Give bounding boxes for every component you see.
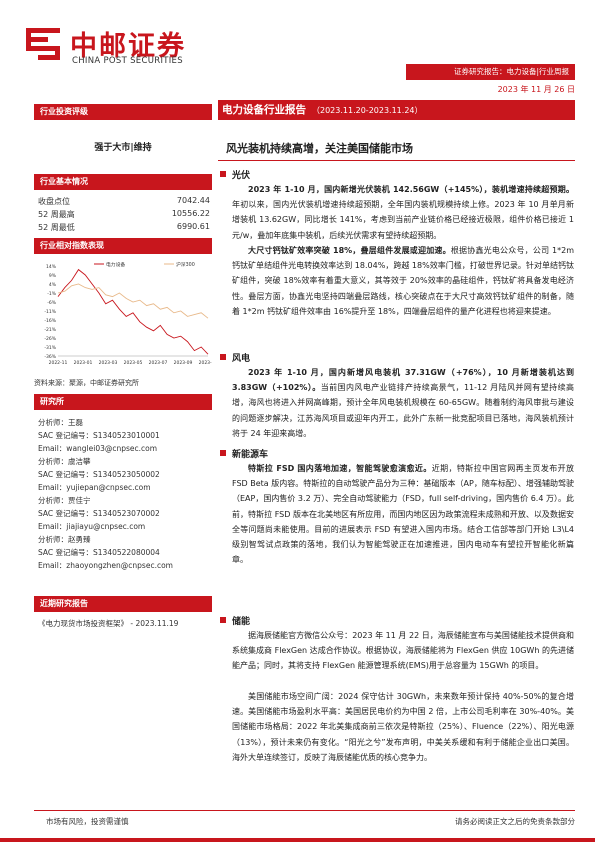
perf-section-title: 行业相对指数表现 [34,238,212,254]
basic-section-title: 行业基本情况 [34,174,212,190]
y-tick-label: 4% [49,282,57,288]
report-title-bar: 电力设备行业报告 （2023.11.20-2023.11.24） [218,100,575,120]
brand-name-en: CHINA POST SECURITIES [72,56,183,66]
y-tick-label: -6% [47,300,56,306]
paragraph-wind-1: 2023 年 1-10 月，国内新增风电装机 37.31GW（+76%），10 … [232,365,574,441]
basic-row-low: 52 周最低 6990.61 [38,222,210,233]
x-tick-label: 2023-07 [149,360,168,366]
paragraph-lead: 2023 年 1-10 月，国内新增风电装机 37.31GW（+76%），10 … [232,368,574,393]
paragraph-lead: 大尺寸钙钛矿效率突破 18%，叠层组件发展或迎加速。 [248,246,451,255]
footer-divider [34,810,575,811]
basic-label: 52 周最高 [38,210,75,219]
report-title: 电力设备行业报告 [222,104,306,116]
basic-label: 52 周最低 [38,223,75,232]
industry-rating: 强于大市|维持 [94,143,152,153]
basic-row-high: 52 周最高 10556.22 [38,209,210,220]
paragraph-storage-1: 据海辰储能官方微信公众号：2023 年 11 月 22 日，海辰储能宣布与美国储… [232,628,574,674]
y-tick-label: -36% [44,354,56,360]
legend-label: 电力设备 [106,261,125,268]
analyst-email[interactable]: Email：wanglei03@cnpsec.com [38,444,158,453]
analyst-line: SAC 登记编号：S1340523070002 [38,509,160,518]
paragraph-nev-1: 特斯拉 FSD 国内落地加速，智能驾驶愈演愈近。近期，特斯拉中国官网再主页发布开… [232,461,574,567]
x-tick-label: 2023-09 [174,360,193,366]
paragraph-body: 近期，特斯拉中国官网再主页发布开放 FSD Beta 版内容。特斯拉的自动驾驶产… [232,464,574,565]
paragraph-body: 年初以来，国内光伏装机增速持续超预期，全年国内装机规模持续上修。2023 年 1… [232,200,574,240]
brand-name-cn: 中邮证券 [70,31,186,62]
paragraph-pv-1: 2023 年 1-10 月，国内新增光伏装机 142.56GW（+145%），装… [232,182,574,243]
paragraph-body: 当前国内风电产业链排产持续高景气，11-12 月陆风并网有望持续高增，海风也将进… [232,383,574,438]
analyst-line: 分析师：虞洁攀 [38,457,91,466]
analyst-line: 分析师：赵勇臻 [38,535,91,544]
y-tick-label: -16% [44,318,56,324]
x-tick-label: 2023-11 [199,360,212,366]
paragraph-lead: 2023 年 1-10 月，国内新增光伏装机 142.56GW（+145%），装… [248,185,574,194]
y-tick-label: -26% [44,336,56,342]
section-title-storage: 储能 [220,614,250,627]
paragraph-body: 美国储能市场空间广阔：2024 保守估计 30GWh，未来数年预计保持 40%-… [232,692,574,762]
analyst-line: SAC 登记编号：S1340523050002 [38,470,160,479]
y-tick-label: -21% [44,327,56,333]
section-title-nev: 新能源车 [220,447,268,460]
paragraph-lead: 特斯拉 FSD 国内落地加速，智能驾驶愈演愈近。 [248,464,432,473]
y-tick-label: -1% [47,291,56,297]
basic-row-close: 收盘点位 7042.44 [38,196,210,207]
risk-warning: 市场有风险，投资需谨慎 [46,817,129,826]
analyst-line: 分析师：贾佳宁 [38,496,91,505]
paragraph-storage-2: 美国储能市场空间广阔：2024 保守估计 30GWh，未来数年预计保持 40%-… [232,689,574,765]
analyst-email[interactable]: Email：jiajiayu@cnpsec.com [38,522,146,531]
paragraph-body: 根据协鑫光电公众号，公司 1*2m 钙钛矿单结组件光电转换效率达到 18.04%… [232,246,574,316]
headline-divider [218,160,575,161]
x-tick-label: 2023-05 [124,360,143,366]
analyst-email[interactable]: Email：zhaoyongzhen@cnpsec.com [38,561,173,570]
section-title-wind: 风电 [220,351,250,364]
analyst-line: SAC 登记编号：S1340523010001 [38,431,160,440]
analyst-email[interactable]: Email：yujiepan@cnpsec.com [38,483,151,492]
x-tick-label: 2022-11 [49,360,68,366]
y-tick-label: 9% [49,273,57,279]
brand-logo: 中邮证券 CHINA POST SECURITIES [22,18,232,70]
y-tick-label: 14% [46,264,57,270]
report-type-bar: 证券研究报告：电力设备|行业周报 [406,64,575,80]
x-tick-label: 2023-01 [74,360,93,366]
legend-label: 沪深300 [176,261,195,268]
relative-performance-chart: 14%9%4%-1%-6%-11%-16%-21%-26%-31%-36%202… [44,261,212,366]
china-post-logo-icon [26,28,60,60]
basic-value: 6990.61 [176,222,210,231]
basic-value: 10556.22 [171,209,210,218]
series-line-power-equipment [57,268,209,355]
recent-report-link[interactable]: 《电力现货市场投资框架》 - 2023.11.19 [38,619,179,628]
y-tick-label: -11% [44,309,56,315]
chart-source: 资料来源：聚源，中邮证券研究所 [34,379,139,387]
basic-label: 收盘点位 [38,197,70,206]
rating-section-title: 行业投资评级 [34,104,212,120]
paragraph-body: 据海辰储能官方微信公众号：2023 年 11 月 22 日，海辰储能宣布与美国储… [232,631,574,671]
analyst-line: 分析师：王磊 [38,418,83,427]
analyst-section-title: 研究所 [34,394,212,410]
basic-value: 7042.44 [176,196,210,205]
report-headline: 风光装机持续高增，关注美国储能市场 [226,142,413,155]
recent-section-title: 近期研究报告 [34,596,212,612]
report-date: 2023 年 11 月 26 日 [497,85,575,94]
series-line-csi300 [57,283,209,319]
paragraph-pv-2: 大尺寸钙钛矿效率突破 18%，叠层组件发展或迎加速。根据协鑫光电公众号，公司 1… [232,243,574,319]
x-tick-label: 2023-03 [99,360,118,366]
y-tick-label: -31% [44,345,56,351]
report-date-range: （2023.11.20-2023.11.24） [312,106,423,115]
footer-bar [0,838,595,842]
section-title-pv: 光伏 [220,168,250,181]
analyst-line: SAC 登记编号：S1340522080004 [38,548,160,557]
disclaimer-note[interactable]: 请务必阅读正文之后的免责条款部分 [455,817,575,826]
